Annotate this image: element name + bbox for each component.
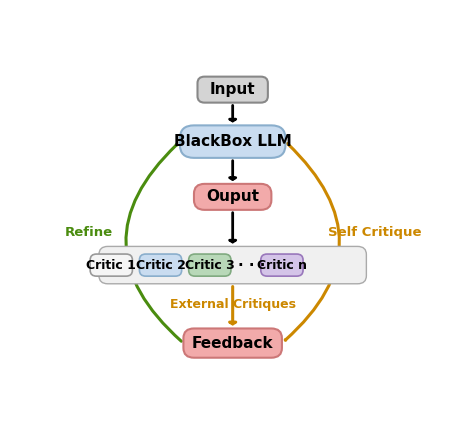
Text: · · ·: · · · [237, 257, 265, 273]
Text: Critic 1: Critic 1 [86, 259, 136, 272]
FancyBboxPatch shape [261, 254, 303, 276]
Text: Input: Input [210, 82, 256, 97]
FancyBboxPatch shape [197, 77, 268, 103]
Text: External Critiques: External Critiques [170, 298, 296, 311]
FancyBboxPatch shape [99, 246, 366, 284]
FancyArrowPatch shape [285, 143, 340, 340]
FancyBboxPatch shape [183, 328, 282, 358]
Text: BlackBox LLM: BlackBox LLM [174, 134, 291, 149]
FancyBboxPatch shape [139, 254, 182, 276]
Text: Feedback: Feedback [192, 335, 273, 351]
FancyBboxPatch shape [194, 184, 271, 210]
FancyBboxPatch shape [180, 125, 286, 158]
Text: Self Critique: Self Critique [328, 226, 422, 239]
Text: Ouput: Ouput [206, 189, 259, 204]
FancyArrowPatch shape [126, 145, 181, 341]
Text: Critic n: Critic n [257, 259, 307, 272]
Text: Critic 2: Critic 2 [136, 259, 186, 272]
FancyBboxPatch shape [189, 254, 231, 276]
FancyBboxPatch shape [90, 254, 133, 276]
Text: Refine: Refine [64, 226, 113, 239]
Text: Critic 3: Critic 3 [185, 259, 235, 272]
